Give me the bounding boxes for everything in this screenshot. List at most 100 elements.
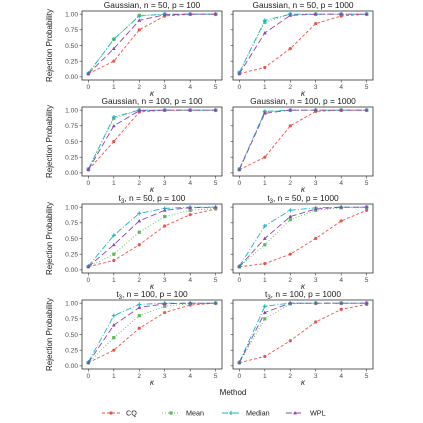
panel-2: 0 1 2 3 4 5 0.00 0.25 0.50 0.75 1.00 [65, 106, 223, 187]
point-cq [314, 320, 318, 324]
point-median [288, 208, 293, 213]
point-wpl [213, 301, 218, 305]
point-median [262, 18, 267, 23]
series-line-median [88, 206, 216, 267]
point-wpl [162, 108, 167, 112]
point-wpl [313, 108, 318, 112]
series-line-median [238, 302, 367, 363]
legend-label-median: Median [246, 409, 270, 418]
x-tick-label: 0 [87, 373, 91, 380]
point-cq [188, 213, 192, 217]
point-median [262, 223, 267, 228]
series-line-cq [88, 302, 216, 364]
point-wpl [262, 30, 267, 35]
point-mean [137, 230, 141, 234]
x-tick-label: 2 [288, 373, 292, 380]
point-cq [112, 139, 116, 144]
x-tick-label: 1 [263, 84, 267, 91]
series-line-cq [239, 303, 367, 364]
y-tick-label: 0.75 [65, 27, 78, 34]
x-axis-label: κ [301, 282, 306, 291]
point-wpl [213, 12, 218, 16]
point-cq [163, 224, 167, 228]
x-tick-label: 5 [214, 277, 218, 284]
x-tick-label: 0 [238, 277, 242, 284]
point-mean [263, 317, 267, 321]
x-tick-label: 5 [365, 277, 369, 284]
legend-key-marker [229, 411, 233, 415]
panel-title-2: Gaussian, n = 100, p = 100 [101, 96, 202, 106]
series-line-mean [238, 13, 367, 73]
point-wpl [339, 12, 344, 16]
panel-title-7: t3, n = 100, p = 1000 [265, 289, 341, 301]
x-tick-label: 3 [163, 373, 167, 380]
x-tick-label: 1 [263, 180, 267, 187]
point-wpl [364, 108, 369, 112]
x-tick-label: 3 [314, 373, 318, 380]
x-tick-label: 1 [112, 373, 116, 380]
point-median [111, 233, 116, 238]
panel-6: 0 1 2 3 4 5 0.00 0.25 0.50 0.75 1.00 [65, 299, 223, 380]
series-line-cq [239, 209, 367, 268]
point-mean [188, 208, 192, 212]
point-cq [339, 307, 343, 312]
x-axis-label: κ [150, 378, 155, 387]
y-tick-label: 0.50 [65, 139, 78, 146]
point-mean [112, 336, 116, 340]
series-line-wpl [87, 109, 216, 170]
x-tick-label: 3 [314, 277, 318, 284]
x-tick-label: 3 [163, 277, 167, 284]
panel-0: 0 1 2 3 4 5 0.00 0.25 0.50 0.75 1.00 [65, 10, 223, 91]
y-axis-label: Rejection Probability [45, 298, 54, 371]
point-wpl [213, 205, 218, 209]
point-wpl [86, 167, 91, 172]
y-tick-label: 0.00 [65, 267, 78, 274]
point-wpl [162, 12, 167, 17]
y-tick-label: 1.00 [65, 204, 78, 211]
point-wpl [339, 205, 344, 209]
point-wpl [364, 301, 369, 305]
y-tick-label: 0.50 [65, 332, 78, 339]
point-cq [137, 28, 141, 32]
point-median [262, 304, 267, 309]
point-wpl [288, 214, 293, 218]
point-median [111, 115, 116, 120]
x-tick-label: 3 [314, 180, 318, 187]
point-cq [263, 155, 267, 159]
series-line-wpl [87, 302, 216, 363]
legend-key-marker [169, 411, 173, 415]
point-cq [263, 354, 267, 359]
x-tick-label: 1 [112, 84, 116, 91]
x-tick-label: 2 [137, 84, 141, 91]
x-tick-label: 2 [137, 180, 141, 187]
point-cq [288, 47, 292, 51]
x-tick-label: 2 [137, 277, 141, 284]
x-tick-label: 2 [288, 84, 292, 91]
x-tick-label: 4 [188, 84, 192, 91]
point-median [137, 14, 142, 19]
point-wpl [262, 310, 267, 314]
point-wpl [262, 111, 267, 115]
series-line-wpl [239, 206, 367, 268]
series-line-wpl [238, 109, 367, 170]
point-wpl [111, 323, 116, 327]
y-axis-label: Rejection Probability [45, 9, 54, 82]
point-wpl [162, 301, 167, 306]
panel-title-3: Gaussian, n = 100, p = 1000 [250, 96, 356, 106]
x-tick-label: 1 [112, 180, 116, 187]
point-cq [314, 236, 318, 241]
x-tick-label: 3 [163, 180, 167, 187]
series-line-cq [88, 208, 216, 268]
point-wpl [188, 108, 193, 112]
point-cq [112, 59, 116, 63]
x-tick-label: 3 [314, 84, 318, 91]
x-axis-label: κ [150, 89, 155, 98]
x-tick-label: 0 [87, 277, 91, 284]
point-wpl [262, 236, 267, 240]
point-median [111, 37, 116, 42]
series-line-wpl [238, 13, 367, 74]
point-cq [365, 208, 369, 212]
point-cq [263, 65, 267, 70]
point-wpl [162, 208, 167, 212]
point-wpl [86, 360, 91, 365]
